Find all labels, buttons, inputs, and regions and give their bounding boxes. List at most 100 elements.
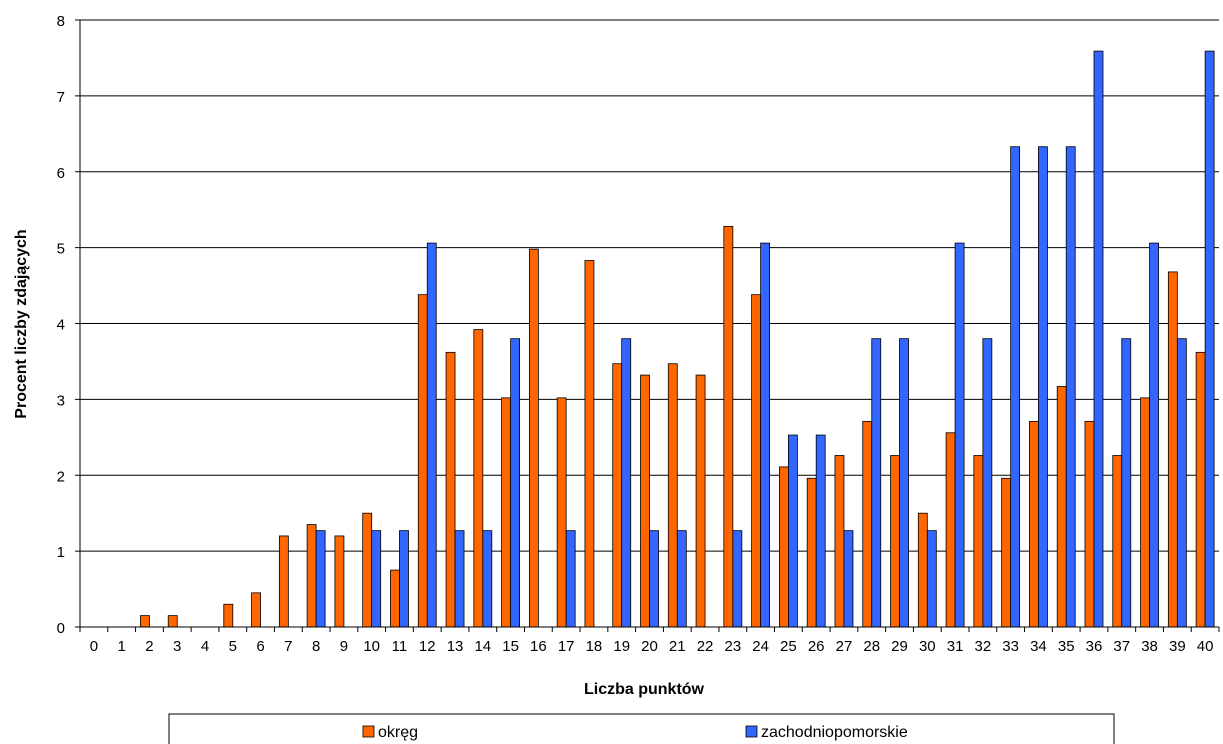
bar-okreg-25 bbox=[779, 466, 789, 628]
legend: okręg zachodniopomorskie bbox=[168, 713, 1115, 744]
x-tick-label: 18 bbox=[586, 638, 603, 655]
bar-zachodniopomorskie-8 bbox=[315, 530, 326, 628]
bar-okreg-38 bbox=[1140, 397, 1150, 628]
bar-okreg-9 bbox=[334, 535, 345, 628]
bar-zachodniopomorskie-29 bbox=[899, 338, 909, 628]
y-axis-title: Procent liczby zdających bbox=[13, 229, 30, 418]
x-tick-label: 11 bbox=[392, 638, 408, 655]
x-tick-label: 6 bbox=[256, 638, 264, 655]
bar-okreg-8 bbox=[306, 524, 317, 628]
bar-zachodniopomorskie-21 bbox=[676, 530, 687, 628]
bar-okreg-36 bbox=[1084, 420, 1095, 628]
y-tick-label: 0 bbox=[57, 620, 65, 637]
x-tick-label: 15 bbox=[502, 638, 519, 655]
bar-okreg-11 bbox=[390, 569, 400, 628]
bar-okreg-21 bbox=[667, 363, 678, 628]
bar-zachodniopomorskie-38 bbox=[1149, 242, 1159, 628]
x-tick-label: 19 bbox=[613, 638, 630, 655]
bar-zachodniopomorskie-33 bbox=[1010, 146, 1021, 628]
x-tick-label: 1 bbox=[117, 638, 125, 655]
x-tick-label: 16 bbox=[530, 638, 547, 655]
legend-label-okreg: okręg bbox=[378, 724, 418, 741]
x-tick-label: 35 bbox=[1058, 638, 1075, 655]
bar-zachodniopomorskie-25 bbox=[788, 434, 798, 628]
x-tick-label: 31 bbox=[947, 638, 964, 655]
bar-okreg-26 bbox=[806, 477, 817, 628]
x-tick-label: 40 bbox=[1197, 638, 1214, 655]
bar-okreg-24 bbox=[751, 294, 762, 628]
bar-okreg-3 bbox=[167, 615, 178, 628]
bar-zachodniopomorskie-13 bbox=[454, 530, 465, 628]
bar-okreg-18 bbox=[584, 260, 595, 628]
x-tick-label: 32 bbox=[975, 638, 992, 655]
y-tick-label: 6 bbox=[57, 165, 65, 182]
x-tick-label: 26 bbox=[808, 638, 825, 655]
x-tick-label: 12 bbox=[419, 638, 436, 655]
x-tick-label: 34 bbox=[1030, 638, 1047, 655]
bar-zachodniopomorskie-17 bbox=[565, 530, 576, 628]
bar-okreg-22 bbox=[695, 374, 706, 628]
x-tick-label: 22 bbox=[697, 638, 714, 655]
axes bbox=[75, 19, 1220, 632]
bar-zachodniopomorskie-20 bbox=[649, 530, 659, 628]
x-tick-label: 3 bbox=[173, 638, 181, 655]
bar-okreg-35 bbox=[1056, 386, 1067, 628]
bar-zachodniopomorskie-26 bbox=[815, 434, 826, 628]
x-tick-label: 14 bbox=[474, 638, 491, 655]
bar-okreg-5 bbox=[223, 603, 234, 628]
x-tick-label: 38 bbox=[1141, 638, 1158, 655]
y-tick-label: 2 bbox=[57, 468, 65, 485]
bar-okreg-13 bbox=[445, 351, 456, 628]
bar-zachodniopomorskie-39 bbox=[1176, 338, 1187, 628]
bars bbox=[140, 50, 1215, 628]
x-tick-label: 7 bbox=[284, 638, 292, 655]
x-tick-label: 2 bbox=[145, 638, 153, 655]
x-tick-label: 33 bbox=[1002, 638, 1019, 655]
bar-okreg-23 bbox=[723, 225, 734, 628]
bar-zachodniopomorskie-15 bbox=[510, 338, 520, 628]
bar-okreg-10 bbox=[362, 512, 373, 628]
x-tick-label: 20 bbox=[641, 638, 658, 655]
bar-okreg-6 bbox=[251, 592, 261, 628]
bar-okreg-40 bbox=[1195, 351, 1206, 628]
bar-zachodniopomorskie-10 bbox=[371, 530, 382, 628]
bar-zachodniopomorskie-28 bbox=[871, 338, 882, 628]
bar-okreg-33 bbox=[1001, 477, 1012, 628]
x-tick-label: 0 bbox=[90, 638, 98, 655]
bar-okreg-37 bbox=[1112, 455, 1123, 628]
x-tick-label: 36 bbox=[1086, 638, 1103, 655]
bar-zachodniopomorskie-31 bbox=[954, 242, 965, 628]
bar-okreg-27 bbox=[834, 455, 845, 628]
x-axis-title: Liczba punktów bbox=[584, 681, 705, 698]
x-tick-label: 30 bbox=[919, 638, 936, 655]
bar-zachodniopomorskie-19 bbox=[621, 338, 632, 628]
bar-okreg-20 bbox=[640, 374, 650, 628]
bar-okreg-29 bbox=[890, 455, 900, 628]
bar-zachodniopomorskie-23 bbox=[732, 530, 743, 628]
x-tick-label: 28 bbox=[863, 638, 880, 655]
bar-zachodniopomorskie-30 bbox=[926, 530, 937, 628]
x-tick-label: 39 bbox=[1169, 638, 1186, 655]
y-tick-label: 5 bbox=[57, 241, 65, 258]
bar-okreg-7 bbox=[278, 535, 289, 628]
bar-okreg-28 bbox=[862, 420, 873, 628]
y-tick-label: 3 bbox=[57, 392, 65, 409]
x-tick-label: 27 bbox=[836, 638, 853, 655]
bar-zachodniopomorskie-34 bbox=[1038, 146, 1048, 628]
x-tick-label: 10 bbox=[363, 638, 380, 655]
x-tick-label: 21 bbox=[669, 638, 686, 655]
x-tick-label: 13 bbox=[447, 638, 464, 655]
bar-zachodniopomorskie-40 bbox=[1204, 50, 1215, 628]
bar-okreg-16 bbox=[528, 248, 539, 628]
bar-zachodniopomorskie-36 bbox=[1093, 50, 1104, 628]
y-tick-label: 8 bbox=[57, 13, 65, 30]
x-tick-label: 8 bbox=[312, 638, 320, 655]
bar-okreg-15 bbox=[501, 397, 511, 628]
legend-swatch-zachodniopomorskie bbox=[745, 725, 758, 738]
legend-frame bbox=[168, 713, 1115, 744]
x-tick-labels: 0 1 2 3 4 5 6 7 8 9 10 11 12 13 14 15 16 17 18 19 20 21 22 23 24… bbox=[90, 638, 1214, 655]
bar-zachodniopomorskie-32 bbox=[982, 338, 993, 628]
y-tick-label: 1 bbox=[57, 544, 65, 561]
bar-zachodniopomorskie-14 bbox=[482, 530, 493, 628]
